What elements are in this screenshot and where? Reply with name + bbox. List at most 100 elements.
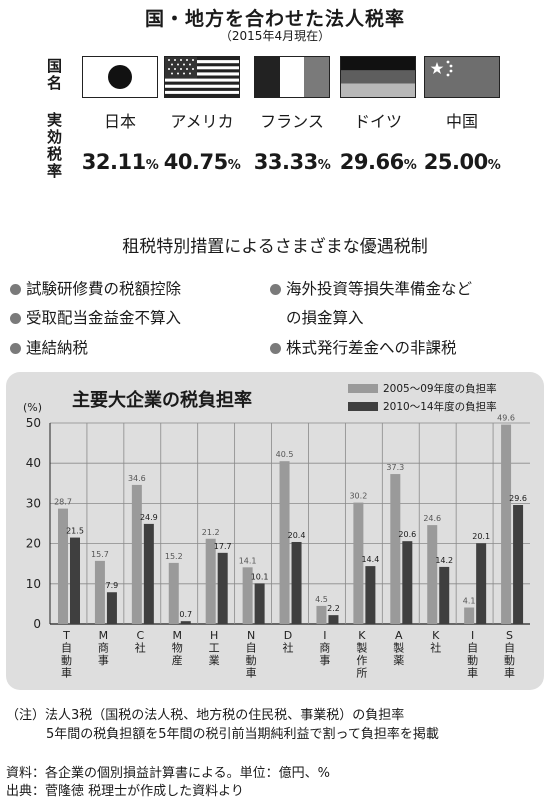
x-tick-label: H bbox=[210, 629, 218, 642]
measure-item-continuation: の損金算入 bbox=[286, 309, 364, 327]
country-name-germany: ドイツ bbox=[353, 112, 402, 131]
x-tick-label: 車 bbox=[246, 666, 257, 680]
bar-series-2 bbox=[106, 592, 117, 624]
bullet-dot-icon bbox=[270, 284, 281, 295]
data-label: 30.2 bbox=[349, 492, 367, 501]
rate-japan: 32.11% bbox=[81, 150, 159, 174]
x-tick-label: S bbox=[506, 629, 513, 642]
x-tick-label: 所 bbox=[356, 667, 367, 680]
data-label: 24.6 bbox=[423, 514, 441, 523]
bar-series-1 bbox=[131, 484, 142, 624]
y-tick-label: 20 bbox=[26, 537, 41, 551]
data-label: 28.7 bbox=[54, 498, 72, 507]
bar-series-2 bbox=[439, 566, 450, 624]
bar-series-1 bbox=[464, 607, 475, 624]
legend-swatch-series-1 bbox=[348, 384, 378, 393]
y-tick-label: 50 bbox=[26, 416, 41, 430]
chart-title: 主要大企業の税負担率 bbox=[72, 390, 252, 411]
bar-series-1 bbox=[390, 474, 401, 624]
data-label: 21.5 bbox=[66, 527, 84, 536]
data-label: 20.6 bbox=[398, 530, 416, 539]
x-tick-label: 製 bbox=[393, 641, 404, 655]
chart-panel bbox=[6, 372, 544, 690]
bullet-dot-icon bbox=[10, 284, 21, 295]
bar-series-1 bbox=[279, 461, 290, 624]
page-title: 国・地方を合わせた法人税率 bbox=[144, 8, 405, 30]
data-label: 2.2 bbox=[327, 604, 340, 613]
country-name-france: フランス bbox=[260, 112, 324, 131]
note-line: （注）法人3税（国税の法人税、地方税の住民税、事業税）の負担率 bbox=[6, 708, 405, 723]
rate-france: 33.33% bbox=[253, 150, 331, 174]
legend-label-series-2: 2010～14年度の負担率 bbox=[383, 401, 497, 413]
x-tick-label: 産 bbox=[172, 654, 183, 667]
x-tick-label: 動 bbox=[246, 653, 257, 667]
x-tick-label: 動 bbox=[504, 653, 515, 667]
bar-series-2 bbox=[476, 543, 487, 624]
row-label-rate: 実効税率 bbox=[45, 112, 63, 180]
measure-item: 受取配当金益金不算入 bbox=[10, 306, 181, 328]
measure-item: 試験研修費の税額控除 bbox=[10, 277, 181, 299]
x-tick-label: 業 bbox=[209, 654, 220, 667]
bar-series-2 bbox=[70, 537, 80, 624]
x-tick-label: C bbox=[136, 629, 144, 642]
data-label: 14.1 bbox=[239, 556, 257, 565]
bullet-dot-icon bbox=[10, 313, 21, 324]
data-label: 20.1 bbox=[472, 532, 490, 541]
y-tick-label: 0 bbox=[33, 617, 41, 631]
bullet-dot-icon bbox=[10, 343, 21, 354]
rate-germany: 29.66% bbox=[339, 150, 417, 174]
y-tick-label: 10 bbox=[26, 577, 41, 591]
bar-series-2 bbox=[143, 523, 154, 624]
x-tick-label: 車 bbox=[467, 666, 478, 680]
data-label: 24.9 bbox=[140, 513, 158, 522]
rate-usa: 40.75% bbox=[163, 150, 241, 174]
bar-series-2 bbox=[402, 541, 413, 624]
data-label: 4.1 bbox=[463, 597, 476, 606]
x-tick-label: 作 bbox=[356, 654, 367, 667]
data-label: 14.2 bbox=[435, 556, 453, 565]
x-tick-label: 社 bbox=[283, 641, 294, 655]
x-tick-label: N bbox=[247, 629, 255, 642]
usa-flag-icon bbox=[164, 56, 240, 98]
data-label: 37.3 bbox=[386, 463, 404, 472]
x-tick-label: 薬 bbox=[393, 654, 404, 667]
bar-series-1 bbox=[353, 502, 364, 624]
legend-label-series-1: 2005～09年度の負担率 bbox=[383, 383, 497, 395]
bar-series-1 bbox=[205, 538, 216, 624]
x-tick-label: 製 bbox=[356, 641, 367, 655]
x-tick-label: K bbox=[358, 629, 366, 642]
page-subtitle: （2015年4月現在） bbox=[219, 29, 331, 43]
data-label: 21.2 bbox=[202, 528, 220, 537]
x-tick-label: T bbox=[62, 629, 70, 642]
data-label: 10.1 bbox=[251, 572, 269, 581]
x-tick-label: D bbox=[284, 629, 292, 642]
data-label: 14.4 bbox=[361, 555, 379, 564]
data-label: 15.2 bbox=[165, 552, 183, 561]
x-tick-label: 商 bbox=[319, 641, 330, 655]
x-tick-label: 事 bbox=[319, 654, 330, 667]
x-tick-label: 自 bbox=[467, 642, 478, 655]
x-tick-label: 車 bbox=[504, 666, 515, 680]
data-label: 20.4 bbox=[288, 531, 306, 540]
france-flag-icon bbox=[254, 56, 330, 98]
x-tick-label: K bbox=[432, 629, 440, 642]
country-name-usa: アメリカ bbox=[170, 112, 234, 131]
data-label: 49.6 bbox=[497, 414, 515, 423]
x-tick-label: M bbox=[172, 629, 182, 642]
bar-series-2 bbox=[254, 583, 265, 624]
japan-flag-icon bbox=[82, 56, 158, 98]
data-label: 7.9 bbox=[106, 581, 119, 590]
x-tick-label: I bbox=[471, 629, 474, 642]
source-line: 資料：各企業の個別損益計算書による。単位：億円、% bbox=[6, 766, 330, 781]
bar-series-1 bbox=[242, 567, 253, 624]
data-label: 4.5 bbox=[315, 595, 328, 604]
x-tick-label: 車 bbox=[61, 666, 72, 680]
note-line: 5年間の税負担額を5年間の税引前当期純利益で割って負担率を掲載 bbox=[46, 727, 439, 742]
measure-item: 連結納税 bbox=[10, 336, 88, 358]
china-flag-icon bbox=[424, 56, 500, 98]
data-label: 40.5 bbox=[276, 450, 294, 459]
row-label-country: 国名 bbox=[45, 58, 63, 92]
x-tick-label: 自 bbox=[61, 642, 72, 655]
data-label: 15.7 bbox=[91, 550, 109, 559]
